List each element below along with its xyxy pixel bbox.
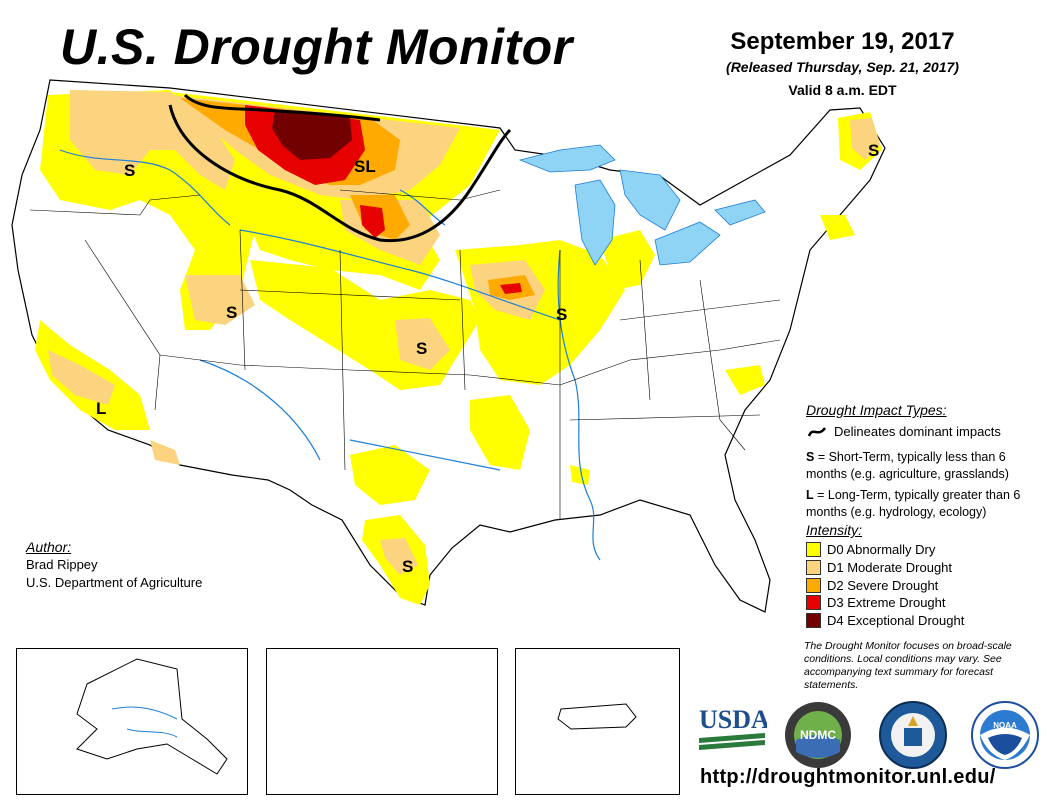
noaa-logo: NOAA — [971, 701, 1039, 769]
great-lakes — [518, 144, 766, 266]
alaska-inset — [16, 648, 248, 795]
intensity-label: D4 Exceptional Drought — [827, 613, 965, 629]
intensity-swatch — [806, 613, 821, 629]
impact-line-label: Delineates dominant impacts — [834, 424, 1001, 439]
rivers — [59, 149, 601, 561]
short-term-text: = Short-Term, typically less than 6 mont… — [806, 450, 1009, 481]
intensity-swatch — [806, 595, 821, 611]
impact-label-texas: S — [402, 557, 413, 576]
short-term-note: S = Short-Term, typically less than 6 mo… — [806, 449, 1041, 483]
impact-label-california: L — [96, 399, 106, 418]
intensity-item: D4 Exceptional Drought — [806, 612, 964, 630]
intensity-item: D3 Extreme Drought — [806, 594, 964, 612]
author-org: U.S. Department of Agriculture — [26, 575, 203, 590]
intensity-item: D1 Moderate Drought — [806, 559, 964, 577]
long-term-text: = Long-Term, typically greater than 6 mo… — [806, 488, 1021, 519]
intensity-label: D2 Severe Drought — [827, 577, 939, 593]
impact-label-northern-plains: SL — [354, 157, 376, 176]
impact-label-great-basin: S — [226, 303, 237, 322]
d4-areas — [272, 110, 352, 160]
puerto-rico-outline — [557, 703, 637, 730]
intensity-swatch — [806, 577, 821, 593]
hawaii-inset — [266, 648, 498, 795]
puerto-rico-inset — [515, 648, 680, 795]
release-date: (Released Thursday, Sep. 21, 2017) — [726, 59, 959, 75]
alaska-outline — [76, 658, 228, 775]
map-date: September 19, 2017 — [730, 28, 955, 55]
author-block: Author: Brad Rippey U.S. Department of A… — [26, 538, 202, 592]
usda-logo: USDA — [699, 705, 767, 750]
impact-label-midwest: S — [556, 305, 567, 324]
intensity-item: D2 Severe Drought — [806, 576, 964, 594]
author-heading: Author: — [26, 539, 72, 555]
intensity-item: D0 Abnormally Dry — [806, 541, 964, 559]
author-name: Brad Rippey — [26, 557, 98, 572]
long-term-note: L = Long-Term, typically greater than 6 … — [806, 487, 1041, 521]
intensity-label: D1 Moderate Drought — [827, 560, 953, 576]
intensity-heading: Intensity: — [806, 522, 863, 538]
impact-label-new-england: S — [868, 141, 879, 160]
usda-logo-text: USDA — [699, 705, 767, 734]
impact-types-heading: Drought Impact Types: — [806, 402, 947, 418]
intensity-label: D0 Abnormally Dry — [827, 542, 936, 558]
valid-time: Valid 8 a.m. EDT — [788, 82, 897, 98]
impact-label-pacific-nw: S — [124, 161, 135, 180]
impact-boundaries — [168, 93, 512, 243]
short-term-code: S — [806, 450, 815, 464]
intensity-legend: D0 Abnormally Dry D1 Moderate Drought D2 S… — [806, 541, 964, 629]
ndmc-logo-text: NDMC — [800, 728, 836, 742]
intensity-label: D3 Extreme Drought — [827, 595, 946, 611]
commerce-seal — [879, 701, 947, 769]
impact-line-legend: Delineates dominant impacts — [808, 424, 1001, 439]
impact-line-icon — [808, 426, 826, 437]
long-term-code: L — [806, 488, 814, 502]
state-lines — [29, 189, 781, 520]
ndmc-logo: NDMC — [785, 702, 851, 768]
website-url[interactable]: http://droughtmonitor.unl.edu/ — [700, 766, 996, 788]
footnote: The Drought Monitor focuses on broad-sca… — [804, 640, 1012, 691]
noaa-logo-text: NOAA — [993, 721, 1017, 730]
intensity-swatch — [806, 542, 821, 558]
map-title: U.S. Drought Monitor — [60, 19, 573, 75]
intensity-swatch — [806, 560, 821, 576]
impact-label-central-plains: S — [416, 339, 427, 358]
